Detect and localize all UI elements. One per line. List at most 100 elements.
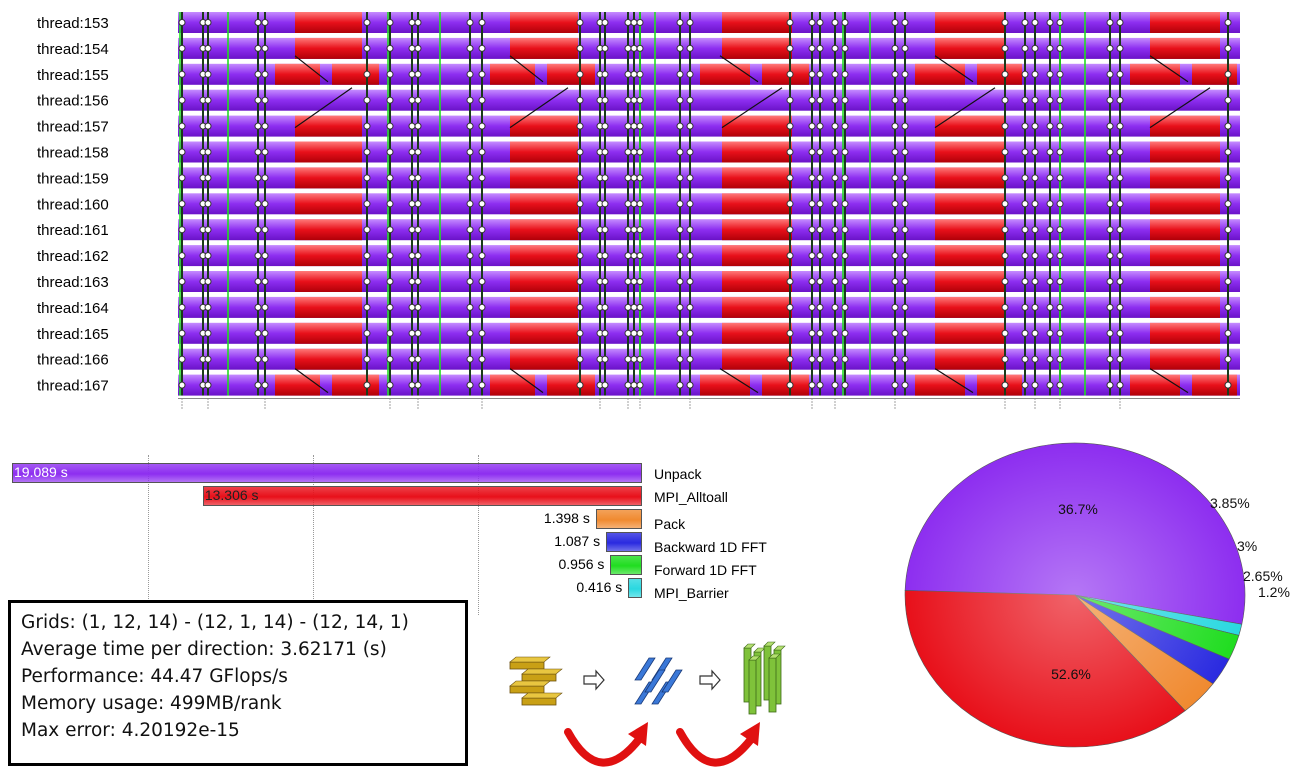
event-marker (386, 19, 394, 26)
message-line (294, 368, 329, 394)
event-marker (478, 303, 486, 311)
alltoall-block (510, 219, 578, 241)
bar-category-label: MPI_Alltoall (654, 489, 728, 505)
pie-percent-label: 3% (1237, 538, 1257, 554)
event-marker (891, 19, 899, 26)
event-marker (1001, 252, 1009, 260)
z-pencil-top (763, 641, 776, 647)
event-marker (636, 122, 644, 130)
event-marker (408, 381, 416, 389)
event-marker (1021, 381, 1029, 389)
event-marker (204, 226, 212, 234)
event-marker (786, 19, 794, 26)
event-marker (841, 329, 849, 337)
event-marker (408, 148, 416, 156)
event-marker (636, 44, 644, 52)
event-marker (254, 96, 262, 104)
event-marker (636, 303, 644, 311)
event-marker (1116, 278, 1124, 285)
event-marker (901, 278, 909, 285)
event-marker (414, 303, 422, 311)
event-marker (901, 19, 909, 26)
event-marker (841, 381, 849, 389)
event-marker (478, 19, 486, 26)
event-marker (601, 303, 609, 311)
event-marker (1116, 122, 1124, 130)
x-pencil (521, 697, 557, 706)
event-marker (363, 355, 371, 363)
memory-text: Memory usage: 499MB/rank (21, 693, 282, 714)
event-marker (686, 174, 694, 182)
event-marker (1056, 226, 1064, 234)
event-marker (204, 355, 212, 363)
event-marker (686, 278, 694, 285)
event-marker (254, 303, 262, 311)
event-marker (1056, 148, 1064, 156)
event-marker (254, 148, 262, 156)
event-marker (1106, 122, 1114, 130)
event-marker (816, 96, 824, 104)
alltoall-block (490, 63, 535, 85)
event-marker (676, 148, 684, 156)
alltoall-block (510, 141, 578, 163)
event-marker (1021, 303, 1029, 311)
event-marker (466, 381, 474, 389)
event-marker (178, 200, 186, 208)
event-marker (1021, 355, 1029, 363)
event-marker (363, 174, 371, 182)
event-marker (576, 252, 584, 260)
event-marker (178, 148, 186, 156)
event-marker (624, 303, 632, 311)
alltoall-block (295, 193, 362, 215)
alltoall-block (295, 245, 362, 267)
event-marker (576, 355, 584, 363)
event-marker (808, 381, 816, 389)
event-marker (686, 96, 694, 104)
event-marker (1021, 329, 1029, 337)
alltoall-block (295, 37, 362, 59)
event-marker (1224, 200, 1232, 208)
event-marker (414, 381, 422, 389)
event-marker (786, 70, 794, 78)
event-marker (841, 278, 849, 285)
event-marker (178, 122, 186, 130)
event-marker (1001, 148, 1009, 156)
z-pencil (768, 657, 777, 713)
event-marker (1056, 381, 1064, 389)
event-marker (1106, 70, 1114, 78)
bar-category-label: Pack (654, 516, 686, 532)
event-marker (636, 381, 644, 389)
alltoall-block (510, 271, 578, 292)
event-marker (1021, 96, 1029, 104)
event-marker (816, 122, 824, 130)
event-marker (576, 96, 584, 104)
message-line (934, 368, 974, 394)
event-marker (636, 200, 644, 208)
alltoall-block (935, 296, 1005, 318)
event-marker (1106, 44, 1114, 52)
grid-line (478, 455, 479, 615)
event-marker (1224, 70, 1232, 78)
event-marker (1224, 303, 1232, 311)
event-marker (1031, 70, 1039, 78)
event-marker (204, 381, 212, 389)
event-marker (478, 329, 486, 337)
bar-value-label: 1.087 s (554, 533, 601, 549)
alltoall-block (510, 115, 578, 137)
event-marker (414, 19, 422, 26)
event-marker (901, 174, 909, 182)
event-marker (624, 174, 632, 182)
event-marker (261, 278, 269, 285)
event-marker (1056, 278, 1064, 285)
event-marker (1021, 252, 1029, 260)
alltoall-block (722, 322, 792, 344)
z-pencil-top (743, 643, 756, 649)
event-marker (841, 174, 849, 182)
event-marker (1056, 174, 1064, 182)
event-marker (204, 44, 212, 52)
event-marker (1021, 70, 1029, 78)
alltoall-block (1150, 193, 1220, 215)
event-marker (466, 44, 474, 52)
event-marker (786, 226, 794, 234)
alltoall-block (722, 115, 792, 137)
